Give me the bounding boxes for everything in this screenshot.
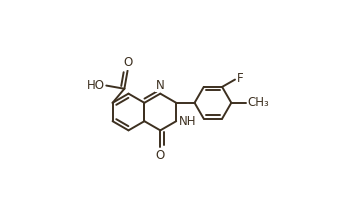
Text: O: O	[123, 56, 132, 69]
Text: CH₃: CH₃	[247, 96, 269, 109]
Text: HO: HO	[87, 79, 105, 92]
Text: N: N	[156, 79, 165, 92]
Text: O: O	[156, 149, 165, 162]
Text: F: F	[237, 72, 244, 85]
Text: NH: NH	[179, 115, 196, 128]
